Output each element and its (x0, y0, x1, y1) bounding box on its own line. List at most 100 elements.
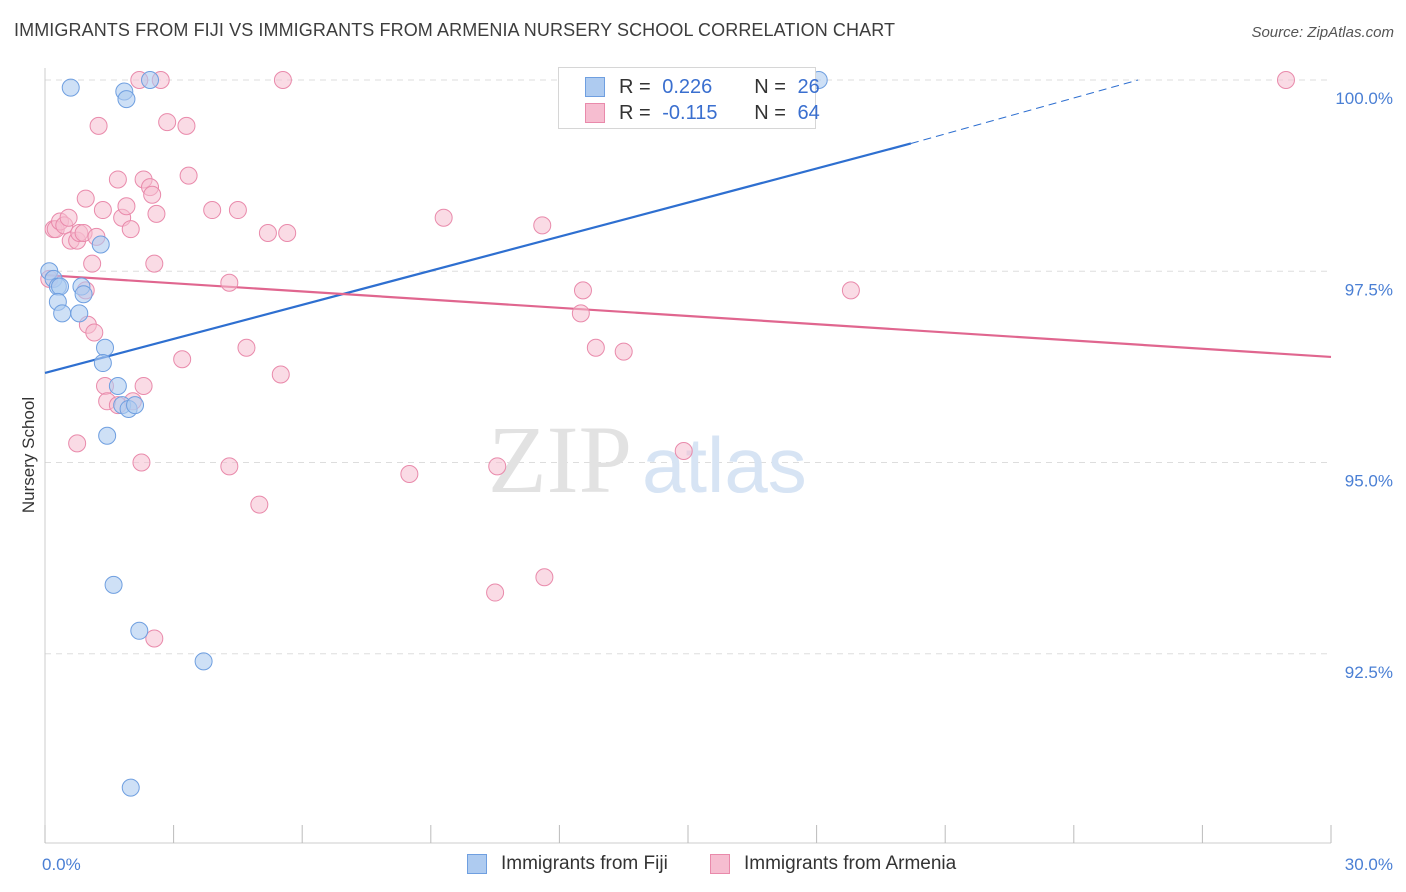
armenia-point (143, 185, 162, 204)
bottom-fiji-swatch (467, 854, 487, 874)
armenia-trend-line (44, 273, 1332, 359)
armenia-point (841, 281, 860, 300)
armenia-point (59, 208, 78, 227)
armenia-point (400, 464, 419, 483)
watermark-zip: ZIP (488, 406, 632, 513)
armenia-n-value: 64 (797, 101, 820, 124)
armenia-point (145, 629, 164, 648)
armenia-point (179, 166, 198, 185)
armenia-point (158, 113, 177, 132)
fiji-point (61, 78, 80, 97)
armenia-point (486, 583, 505, 602)
fiji-point (117, 90, 136, 109)
watermark: ZIP atlas (488, 406, 807, 513)
armenia-point (258, 224, 277, 242)
armenia-point (173, 350, 192, 369)
fiji-point (96, 338, 115, 357)
armenia-point (273, 71, 292, 89)
armenia-point (108, 170, 127, 189)
trend-lines (44, 79, 1332, 375)
bottom-armenia-swatch (710, 854, 730, 874)
fiji-n-value: 26 (797, 75, 820, 98)
armenia-r-label: R = (619, 101, 651, 124)
y-axis-label: Nursery School (19, 397, 38, 513)
fiji-point (93, 354, 112, 373)
correlation-legend: R = 0.226 N = 26 R = -0.115 N = 64 (558, 67, 820, 129)
armenia-point (85, 323, 104, 342)
tick-labels: 100.0% 97.5% 95.0% 92.5% 0.0% 30.0% (42, 89, 1393, 874)
armenia-point (573, 281, 592, 300)
bottom-armenia-label: Immigrants from Armenia (744, 853, 957, 874)
legend-row-armenia: R = -0.115 N = 64 (585, 99, 820, 127)
y-tick-label: 97.5% (1345, 280, 1393, 299)
fiji-point (91, 235, 110, 254)
fiji-point (53, 304, 72, 323)
fiji-point (126, 396, 145, 415)
armenia-point (147, 204, 166, 223)
armenia-point (134, 377, 153, 395)
armenia-point (674, 442, 693, 461)
fiji-point (98, 426, 117, 445)
armenia-point (220, 273, 239, 292)
armenia-point (89, 116, 108, 135)
fiji-point (194, 652, 213, 671)
armenia-point (121, 220, 140, 239)
data-points (40, 71, 1295, 797)
armenia-point (271, 365, 290, 384)
fiji-r-label: R = (619, 75, 651, 98)
armenia-point (614, 342, 633, 361)
armenia-swatch (585, 103, 605, 123)
bottom-legend-fiji: Immigrants from Fiji (467, 852, 668, 876)
fiji-point (108, 377, 127, 395)
armenia-point (535, 568, 554, 587)
armenia-point (250, 495, 269, 514)
armenia-point (117, 197, 136, 216)
bottom-legend-armenia: Immigrants from Armenia (710, 852, 956, 876)
fiji-point (104, 575, 123, 594)
fiji-point (74, 285, 93, 304)
legend-row-fiji: R = 0.226 N = 26 (585, 73, 820, 101)
fiji-point (121, 778, 140, 797)
armenia-point (1276, 71, 1295, 89)
armenia-point (93, 201, 112, 220)
armenia-point (76, 189, 95, 208)
y-tick-label: 92.5% (1345, 663, 1393, 682)
fiji-swatch (585, 77, 605, 97)
armenia-point (533, 216, 552, 235)
fiji-r-value: 0.226 (662, 75, 713, 98)
armenia-point (228, 201, 247, 220)
armenia-point (83, 254, 102, 273)
armenia-r-value: -0.115 (662, 101, 718, 124)
chart-title: IMMIGRANTS FROM FIJI VS IMMIGRANTS FROM … (14, 20, 896, 40)
fiji-trend-line (44, 142, 912, 375)
armenia-point (278, 224, 297, 242)
watermark-atlas: atlas (642, 421, 807, 509)
x-tick-label: 0.0% (42, 855, 81, 874)
axes (44, 68, 1332, 844)
fiji-n-label: N = (754, 75, 786, 98)
x-tick-label: 30.0% (1345, 855, 1393, 874)
armenia-point (145, 254, 164, 273)
y-tick-label: 95.0% (1345, 472, 1393, 491)
grid-lines (45, 79, 1331, 655)
y-tick-label: 100.0% (1335, 89, 1393, 108)
armenia-point (571, 304, 590, 323)
armenia-point (237, 338, 256, 357)
fiji-point (130, 621, 149, 640)
fiji-point (70, 304, 89, 323)
armenia-point (220, 457, 239, 476)
fiji-trend-extension (910, 79, 1139, 144)
armenia-point (586, 338, 605, 357)
armenia-point (132, 453, 151, 472)
armenia-point (434, 208, 453, 227)
fiji-point (51, 277, 70, 296)
bottom-fiji-label: Immigrants from Fiji (501, 853, 668, 874)
armenia-point (488, 457, 507, 476)
source-label: Source: ZipAtlas.com (1251, 24, 1394, 41)
armenia-point (177, 116, 196, 135)
fiji-point (141, 71, 160, 89)
armenia-point (203, 201, 222, 220)
armenia-n-label: N = (754, 101, 786, 124)
armenia-point (68, 434, 87, 453)
